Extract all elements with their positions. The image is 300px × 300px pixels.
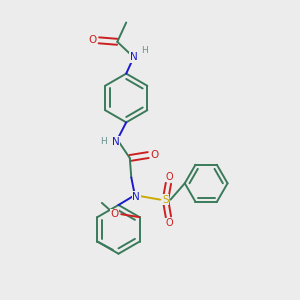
Text: H: H xyxy=(141,46,147,55)
Text: O: O xyxy=(110,209,119,219)
Text: N: N xyxy=(112,137,120,147)
Text: N: N xyxy=(133,192,140,202)
Text: O: O xyxy=(151,150,159,160)
Text: O: O xyxy=(88,35,97,45)
Text: N: N xyxy=(130,52,137,62)
Text: S: S xyxy=(162,195,169,205)
Text: O: O xyxy=(166,218,173,228)
Text: H: H xyxy=(100,137,107,146)
Text: O: O xyxy=(166,172,173,182)
